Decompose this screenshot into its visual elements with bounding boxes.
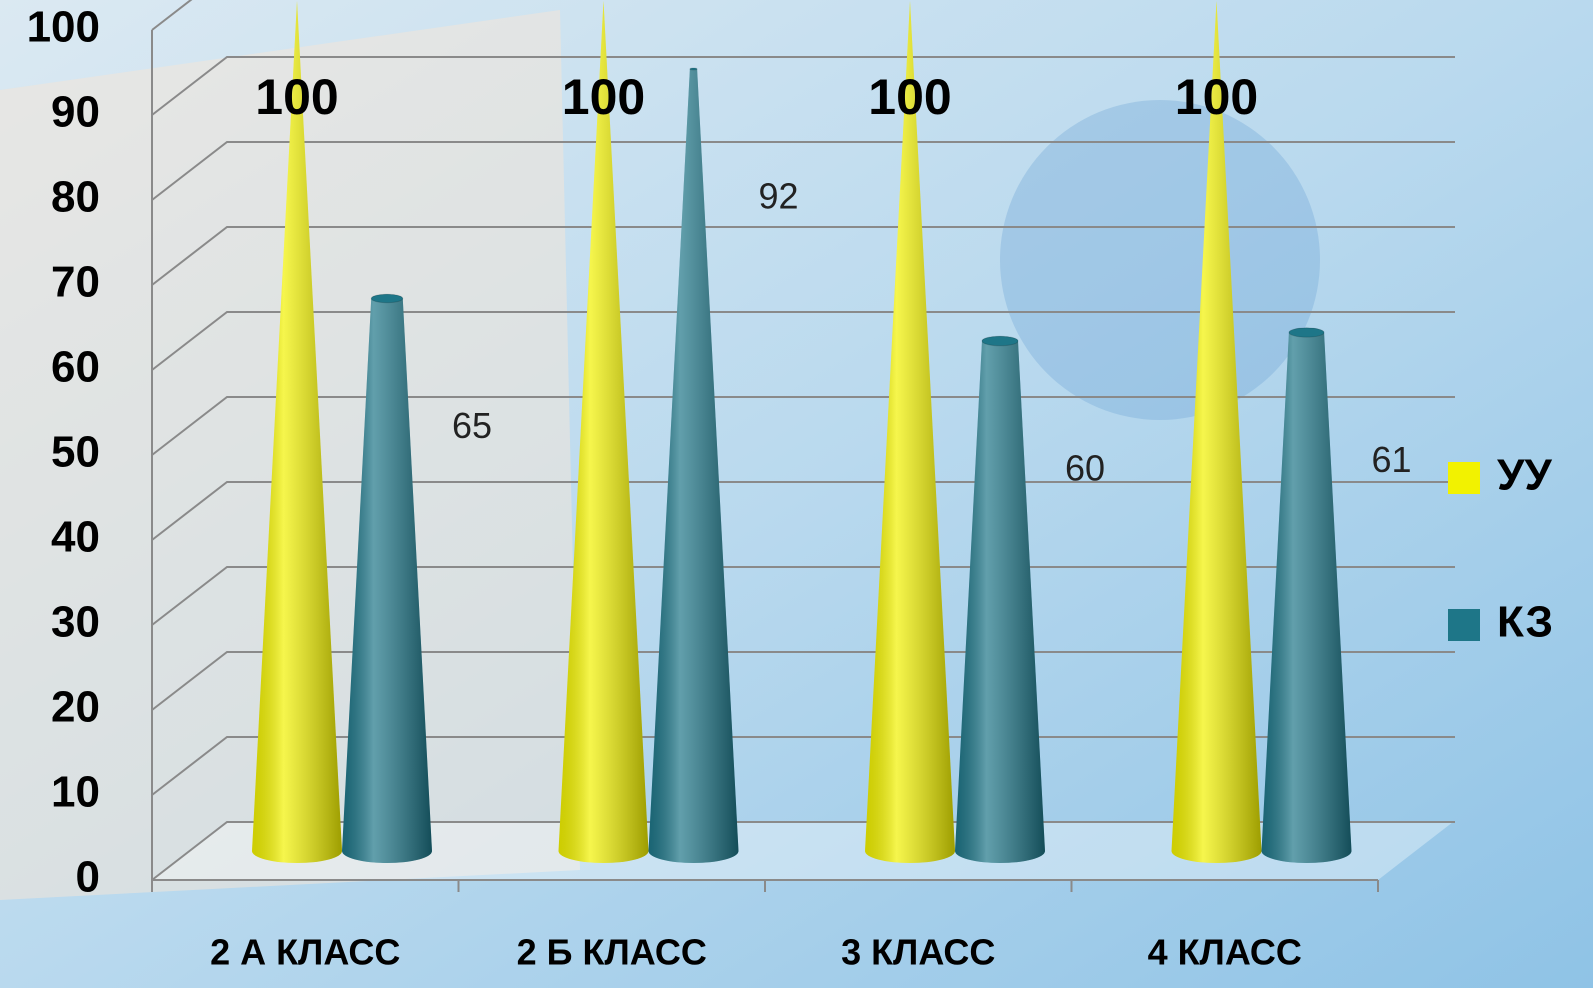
data-label: 92 <box>758 176 798 217</box>
grid-line <box>151 226 1455 286</box>
y-tick-label: 60 <box>51 343 100 392</box>
y-tick-label: 20 <box>51 683 100 732</box>
grid-line <box>151 141 1455 201</box>
y-tick-label: 0 <box>76 853 100 902</box>
grid-line <box>151 481 1455 541</box>
grid-line <box>151 566 1455 626</box>
y-tick-label: 40 <box>51 513 100 562</box>
y-tick-label: 50 <box>51 428 100 477</box>
grid-line <box>151 0 193 31</box>
data-label: 100 <box>868 69 951 125</box>
cone-shade <box>558 1 649 864</box>
grid-line <box>151 396 1455 456</box>
grid-line <box>151 736 1455 796</box>
data-label: 100 <box>562 69 645 125</box>
floor <box>152 822 1453 880</box>
data-label: 100 <box>1175 69 1258 125</box>
grid-line <box>151 56 1455 116</box>
legend-label: УУ <box>1497 451 1552 500</box>
y-tick-label: 100 <box>27 3 100 52</box>
y-tick-label: 30 <box>51 598 100 647</box>
cone-top <box>981 335 1019 347</box>
x-tick-label: 4 КЛАСС <box>1148 932 1302 973</box>
grid-line <box>151 311 1455 371</box>
x-tick-label: 3 КЛАСС <box>841 932 995 973</box>
cone-top <box>370 293 404 304</box>
x-tick-label: 2 А КЛАСС <box>210 932 400 973</box>
decor-globe <box>1000 100 1320 420</box>
data-label: 60 <box>1065 448 1105 489</box>
cone-shade <box>648 68 739 864</box>
x-tick-label: 2 Б КЛАСС <box>517 932 707 973</box>
cone-shade <box>865 1 955 863</box>
data-label: 65 <box>452 405 492 446</box>
legend-swatch <box>1448 462 1480 494</box>
cone-shade <box>1171 1 1262 864</box>
grid-line <box>151 651 1455 711</box>
y-tick-label: 10 <box>51 768 100 817</box>
y-tick-label: 80 <box>51 173 100 222</box>
data-label: 61 <box>1371 439 1411 480</box>
grid-line <box>151 821 1455 881</box>
legend-swatch <box>1448 609 1480 641</box>
y-tick-label: 70 <box>51 258 100 307</box>
cone-top <box>1288 327 1325 338</box>
cone-shade <box>342 294 432 863</box>
cone-shade <box>252 1 342 863</box>
cone-shade <box>955 336 1045 863</box>
cone-top <box>689 67 698 71</box>
cone-shade <box>1261 327 1352 864</box>
data-label: 100 <box>255 69 338 125</box>
legend-label: КЗ <box>1497 598 1553 647</box>
y-tick-label: 90 <box>51 88 100 137</box>
